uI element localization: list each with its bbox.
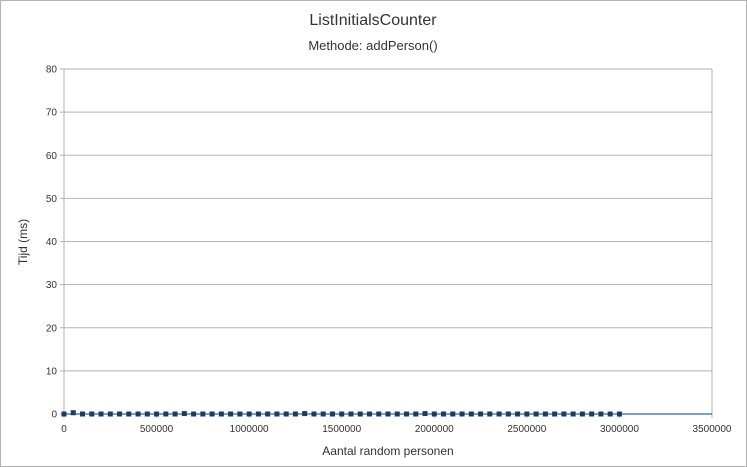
data-point xyxy=(320,411,326,417)
data-point xyxy=(135,411,141,417)
data-point xyxy=(607,411,613,417)
data-point xyxy=(552,411,558,417)
data-point xyxy=(515,411,521,417)
data-point xyxy=(385,411,391,417)
data-point xyxy=(431,411,437,417)
y-axis-label: Tijd (ms) xyxy=(16,219,30,265)
data-point xyxy=(89,411,95,417)
y-tick-label: 0 xyxy=(51,410,57,421)
chart-title: ListInitialsCounter xyxy=(309,12,437,29)
data-point xyxy=(61,411,67,417)
data-point xyxy=(524,411,530,417)
data-point xyxy=(376,411,382,417)
y-tick-label: 30 xyxy=(46,280,58,291)
x-axis-label: Aantal random personen xyxy=(322,444,453,458)
data-point xyxy=(533,411,539,417)
data-point xyxy=(459,411,465,417)
y-tick-label: 70 xyxy=(46,108,58,119)
data-point xyxy=(450,411,456,417)
data-point xyxy=(505,411,511,417)
data-point xyxy=(191,411,197,417)
y-tick-label: 80 xyxy=(46,65,58,76)
tick-labels: 0 10 20 30 40 50 60 70 80 0 500000 1000000 1500000 20… xyxy=(46,65,732,436)
data-point xyxy=(302,411,308,417)
data-point xyxy=(441,411,447,417)
data-point xyxy=(181,411,187,417)
y-tick-label: 60 xyxy=(46,151,58,162)
data-point xyxy=(107,411,113,417)
y-tick-label: 40 xyxy=(46,237,58,248)
x-tick-label: 1000000 xyxy=(230,424,269,435)
x-tick-label: 2500000 xyxy=(507,424,546,435)
data-point xyxy=(311,411,317,417)
data-point xyxy=(561,411,567,417)
data-point xyxy=(172,411,178,417)
data-point xyxy=(589,411,595,417)
data-point xyxy=(616,411,622,417)
data-point xyxy=(357,411,363,417)
data-point xyxy=(209,411,215,417)
data-point xyxy=(98,411,104,417)
data-point xyxy=(228,411,234,417)
data-point xyxy=(144,411,150,417)
data-point xyxy=(570,411,576,417)
data-point xyxy=(265,411,271,417)
y-tick-label: 50 xyxy=(46,194,58,205)
data-point xyxy=(404,411,410,417)
x-tick-label: 500000 xyxy=(140,424,174,435)
x-tick-label: 3000000 xyxy=(600,424,639,435)
data-point xyxy=(579,411,585,417)
axes xyxy=(60,68,713,418)
data-point xyxy=(218,411,224,417)
grid xyxy=(64,68,712,415)
data-point xyxy=(542,411,548,417)
data-point xyxy=(292,411,298,417)
chart-subtitle: Methode: addPerson() xyxy=(308,38,437,53)
data-point xyxy=(274,411,280,417)
x-tick-label: 1500000 xyxy=(322,424,361,435)
data-point xyxy=(329,411,335,417)
data-point xyxy=(598,411,604,417)
data-point xyxy=(80,411,86,417)
data-series xyxy=(61,410,622,417)
data-point xyxy=(255,411,261,417)
data-point xyxy=(394,411,400,417)
data-point xyxy=(237,411,243,417)
data-point xyxy=(366,411,372,417)
data-point xyxy=(468,411,474,417)
data-point xyxy=(478,411,484,417)
data-point xyxy=(200,411,206,417)
data-point xyxy=(163,411,169,417)
data-point xyxy=(283,411,289,417)
x-tick-label: 0 xyxy=(61,424,67,435)
data-point xyxy=(117,411,123,417)
y-tick-label: 10 xyxy=(46,366,58,377)
data-point xyxy=(246,411,252,417)
x-tick-label: 3500000 xyxy=(693,424,732,435)
data-point xyxy=(348,411,354,417)
data-point xyxy=(413,411,419,417)
data-point xyxy=(70,410,76,416)
data-point xyxy=(126,411,132,417)
data-point xyxy=(339,411,345,417)
data-point xyxy=(422,411,428,417)
data-point xyxy=(496,411,502,417)
data-point xyxy=(154,411,160,417)
data-point xyxy=(487,411,493,417)
y-tick-label: 20 xyxy=(46,323,58,334)
x-tick-label: 2000000 xyxy=(415,424,454,435)
